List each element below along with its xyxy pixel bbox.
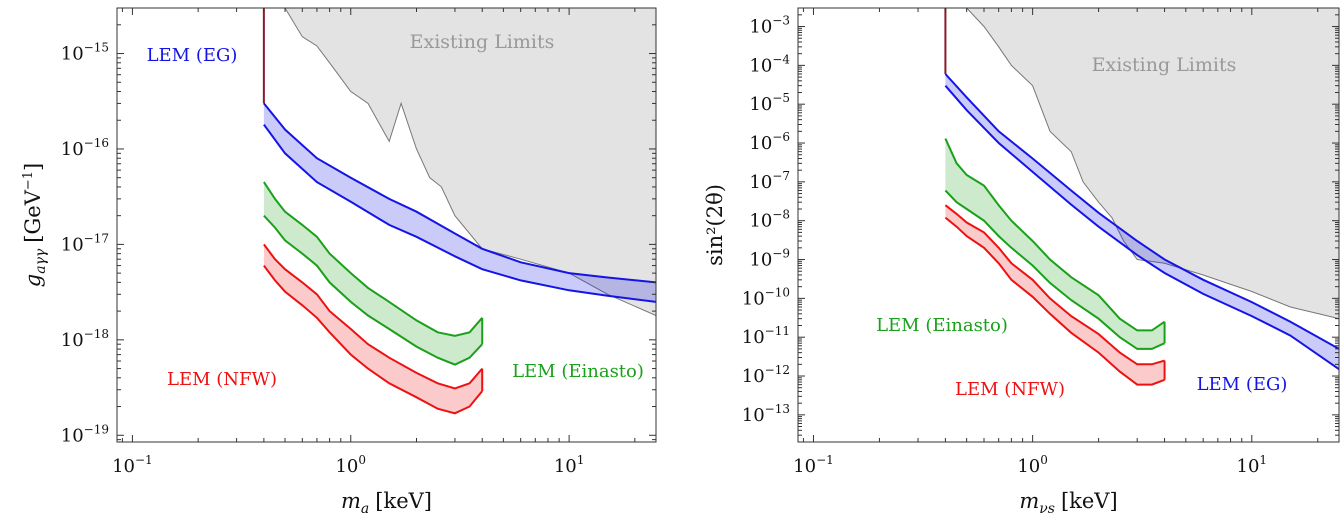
y-tick-label: 10−3 [749, 14, 790, 38]
band-label: LEM (Einasto) [512, 361, 644, 382]
lem-eg-band [263, 103, 656, 302]
y-tick-label: 10−19 [61, 422, 109, 446]
y-tick-label: 10−7 [749, 169, 790, 193]
y-axis-label: gaγγ[GeV−1] [21, 163, 49, 287]
existing-limits-label: Existing Limits [410, 31, 555, 53]
plot-frame [116, 7, 657, 443]
lem-eg-band [945, 74, 1339, 370]
lem-nfw-band [263, 244, 483, 414]
lem-nfw-lower-line [944, 216, 1165, 386]
y-tick-label: 10−10 [742, 285, 790, 309]
y-tick-label: 10−11 [742, 324, 790, 348]
lem-eg-upper-line [263, 102, 656, 284]
left-chart-panel: Existing Limits LEM (EG) LEM (NFW) LEM (Ein… [21, 7, 657, 517]
band-label: LEM (NFW) [955, 379, 1065, 400]
y-tick-label: 10−4 [749, 52, 790, 76]
existing-limits-boundary [263, 8, 656, 316]
y-tick-label: 10−13 [742, 402, 790, 426]
x-tick-label: 10−1 [793, 453, 834, 477]
band-label: LEM (EG) [147, 45, 238, 66]
y-tick-label: 10−5 [749, 91, 790, 115]
plot-frame [797, 7, 1340, 443]
plot-area [262, 8, 656, 415]
y-tick-label: 10−15 [61, 41, 109, 65]
y-tick-label: 10−18 [61, 327, 109, 351]
x-tick-label: 101 [1237, 453, 1268, 477]
x-tick-label: 100 [335, 453, 366, 477]
lem-einasto-band [263, 182, 483, 365]
x-axis-label: ma [keV] [341, 489, 432, 517]
lem-nfw-lower-line [263, 265, 483, 415]
plot-area [944, 8, 1339, 386]
y-tick-label: 10−17 [61, 231, 109, 255]
lem-eg-lower-line [944, 85, 1339, 371]
y-tick-label: 10−8 [749, 208, 790, 232]
y-tick-label: 10−12 [742, 363, 790, 387]
x-tick-label: 10−1 [112, 453, 153, 477]
x-tick-label: 101 [554, 453, 585, 477]
lem-einasto-lower-line [263, 215, 483, 366]
lem-nfw-upper-line [263, 243, 483, 390]
lem-einasto-upper-line [944, 138, 1166, 332]
y-tick-label: 10−16 [61, 136, 109, 160]
lem-eg-upper-line [944, 73, 1339, 350]
existing-limits-label: Existing Limits [1092, 54, 1237, 76]
y-tick-label: 10−6 [749, 130, 790, 154]
existing-limits-boundary [945, 8, 1339, 320]
x-axis-label: mνs [keV] [1019, 489, 1117, 517]
band-label: LEM (EG) [1197, 374, 1288, 395]
existing-limits-region [263, 8, 656, 316]
lem-einasto-upper-line [263, 181, 483, 337]
lem-eg-lower-line [263, 124, 656, 303]
existing-limits-region [945, 8, 1339, 319]
x-tick-label: 100 [1017, 453, 1048, 477]
lem-einasto-lower-line [944, 189, 1166, 350]
y-axis-label: sin²(2θ) [703, 184, 727, 266]
lem-nfw-upper-line [944, 204, 1165, 366]
y-tick-label: 10−9 [749, 247, 790, 271]
band-label: LEM (NFW) [167, 369, 277, 390]
right-chart-panel: Existing Limits LEM (Einasto) LEM (NFW) LEM… [703, 7, 1340, 517]
band-label: LEM (Einasto) [876, 315, 1008, 336]
